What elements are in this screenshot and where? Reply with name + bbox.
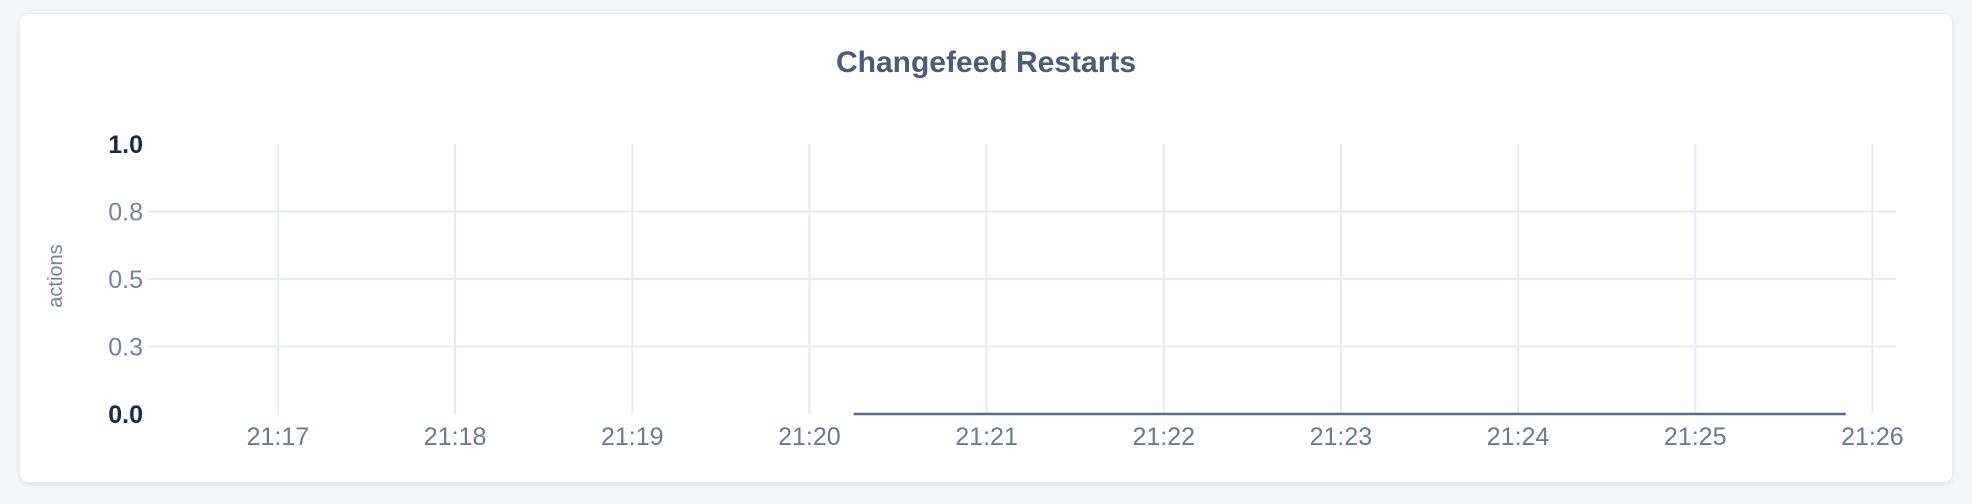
y-tick-label: 0.5 <box>108 266 143 294</box>
x-tick-label: 21:22 <box>1132 423 1195 451</box>
y-tick-label: 1.0 <box>108 131 143 159</box>
x-tick-label: 21:17 <box>247 423 310 451</box>
chart-card: Changefeed Restarts 21:17 21:18 21:19 21:20… <box>19 13 1953 483</box>
y-tick-label: 0.0 <box>108 401 143 429</box>
x-tick-label: 21:23 <box>1310 423 1373 451</box>
x-tick-label: 21:26 <box>1841 423 1904 451</box>
y-axis-title: actions <box>45 244 67 307</box>
x-tick-label: 21:21 <box>955 423 1018 451</box>
x-tick-label: 21:19 <box>601 423 664 451</box>
x-tick-label: 21:18 <box>424 423 487 451</box>
x-tick-label: 21:20 <box>778 423 841 451</box>
chart-title: Changefeed Restarts <box>835 46 1137 79</box>
changefeed-restarts-chart-plot-area[interactable]: 21:17 21:18 21:19 21:20 21:21 21:22 21:23 21:24… <box>20 14 1952 482</box>
x-tick-label: 21:25 <box>1664 423 1727 451</box>
y-tick-label: 0.8 <box>108 199 143 227</box>
x-tick-label: 21:24 <box>1487 423 1550 451</box>
y-tick-label: 0.3 <box>108 334 143 362</box>
